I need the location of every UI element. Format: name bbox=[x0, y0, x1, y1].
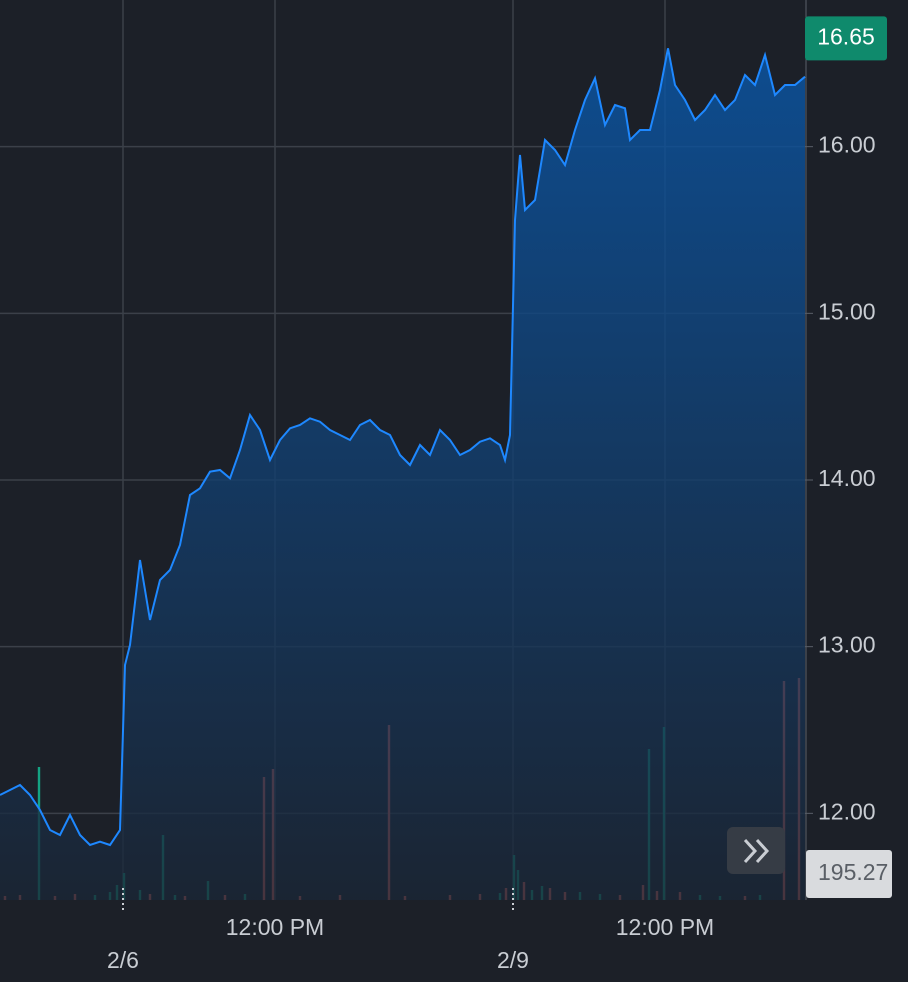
scroll-icon bbox=[743, 838, 770, 864]
last-price-label: 16.65 bbox=[817, 23, 875, 49]
date-tick-label: 2/6 bbox=[107, 947, 139, 973]
price-area bbox=[0, 48, 805, 901]
y-tick-label: 14.00 bbox=[818, 465, 876, 491]
last-volume-box bbox=[806, 850, 892, 898]
y-tick-label: 16.00 bbox=[818, 132, 876, 158]
date-tick-label: 2/9 bbox=[497, 947, 529, 973]
y-tick-label: 15.00 bbox=[818, 298, 876, 324]
x-tick-label: 12:00 PM bbox=[616, 914, 714, 940]
price-line bbox=[0, 48, 806, 847]
y-tick-label: 13.00 bbox=[818, 632, 876, 658]
last-volume-label: 195.27 bbox=[818, 859, 888, 885]
last-price-box bbox=[805, 16, 887, 61]
x-tick-label: 12:00 PM bbox=[226, 914, 324, 940]
y-tick-label: 12.00 bbox=[818, 798, 876, 824]
